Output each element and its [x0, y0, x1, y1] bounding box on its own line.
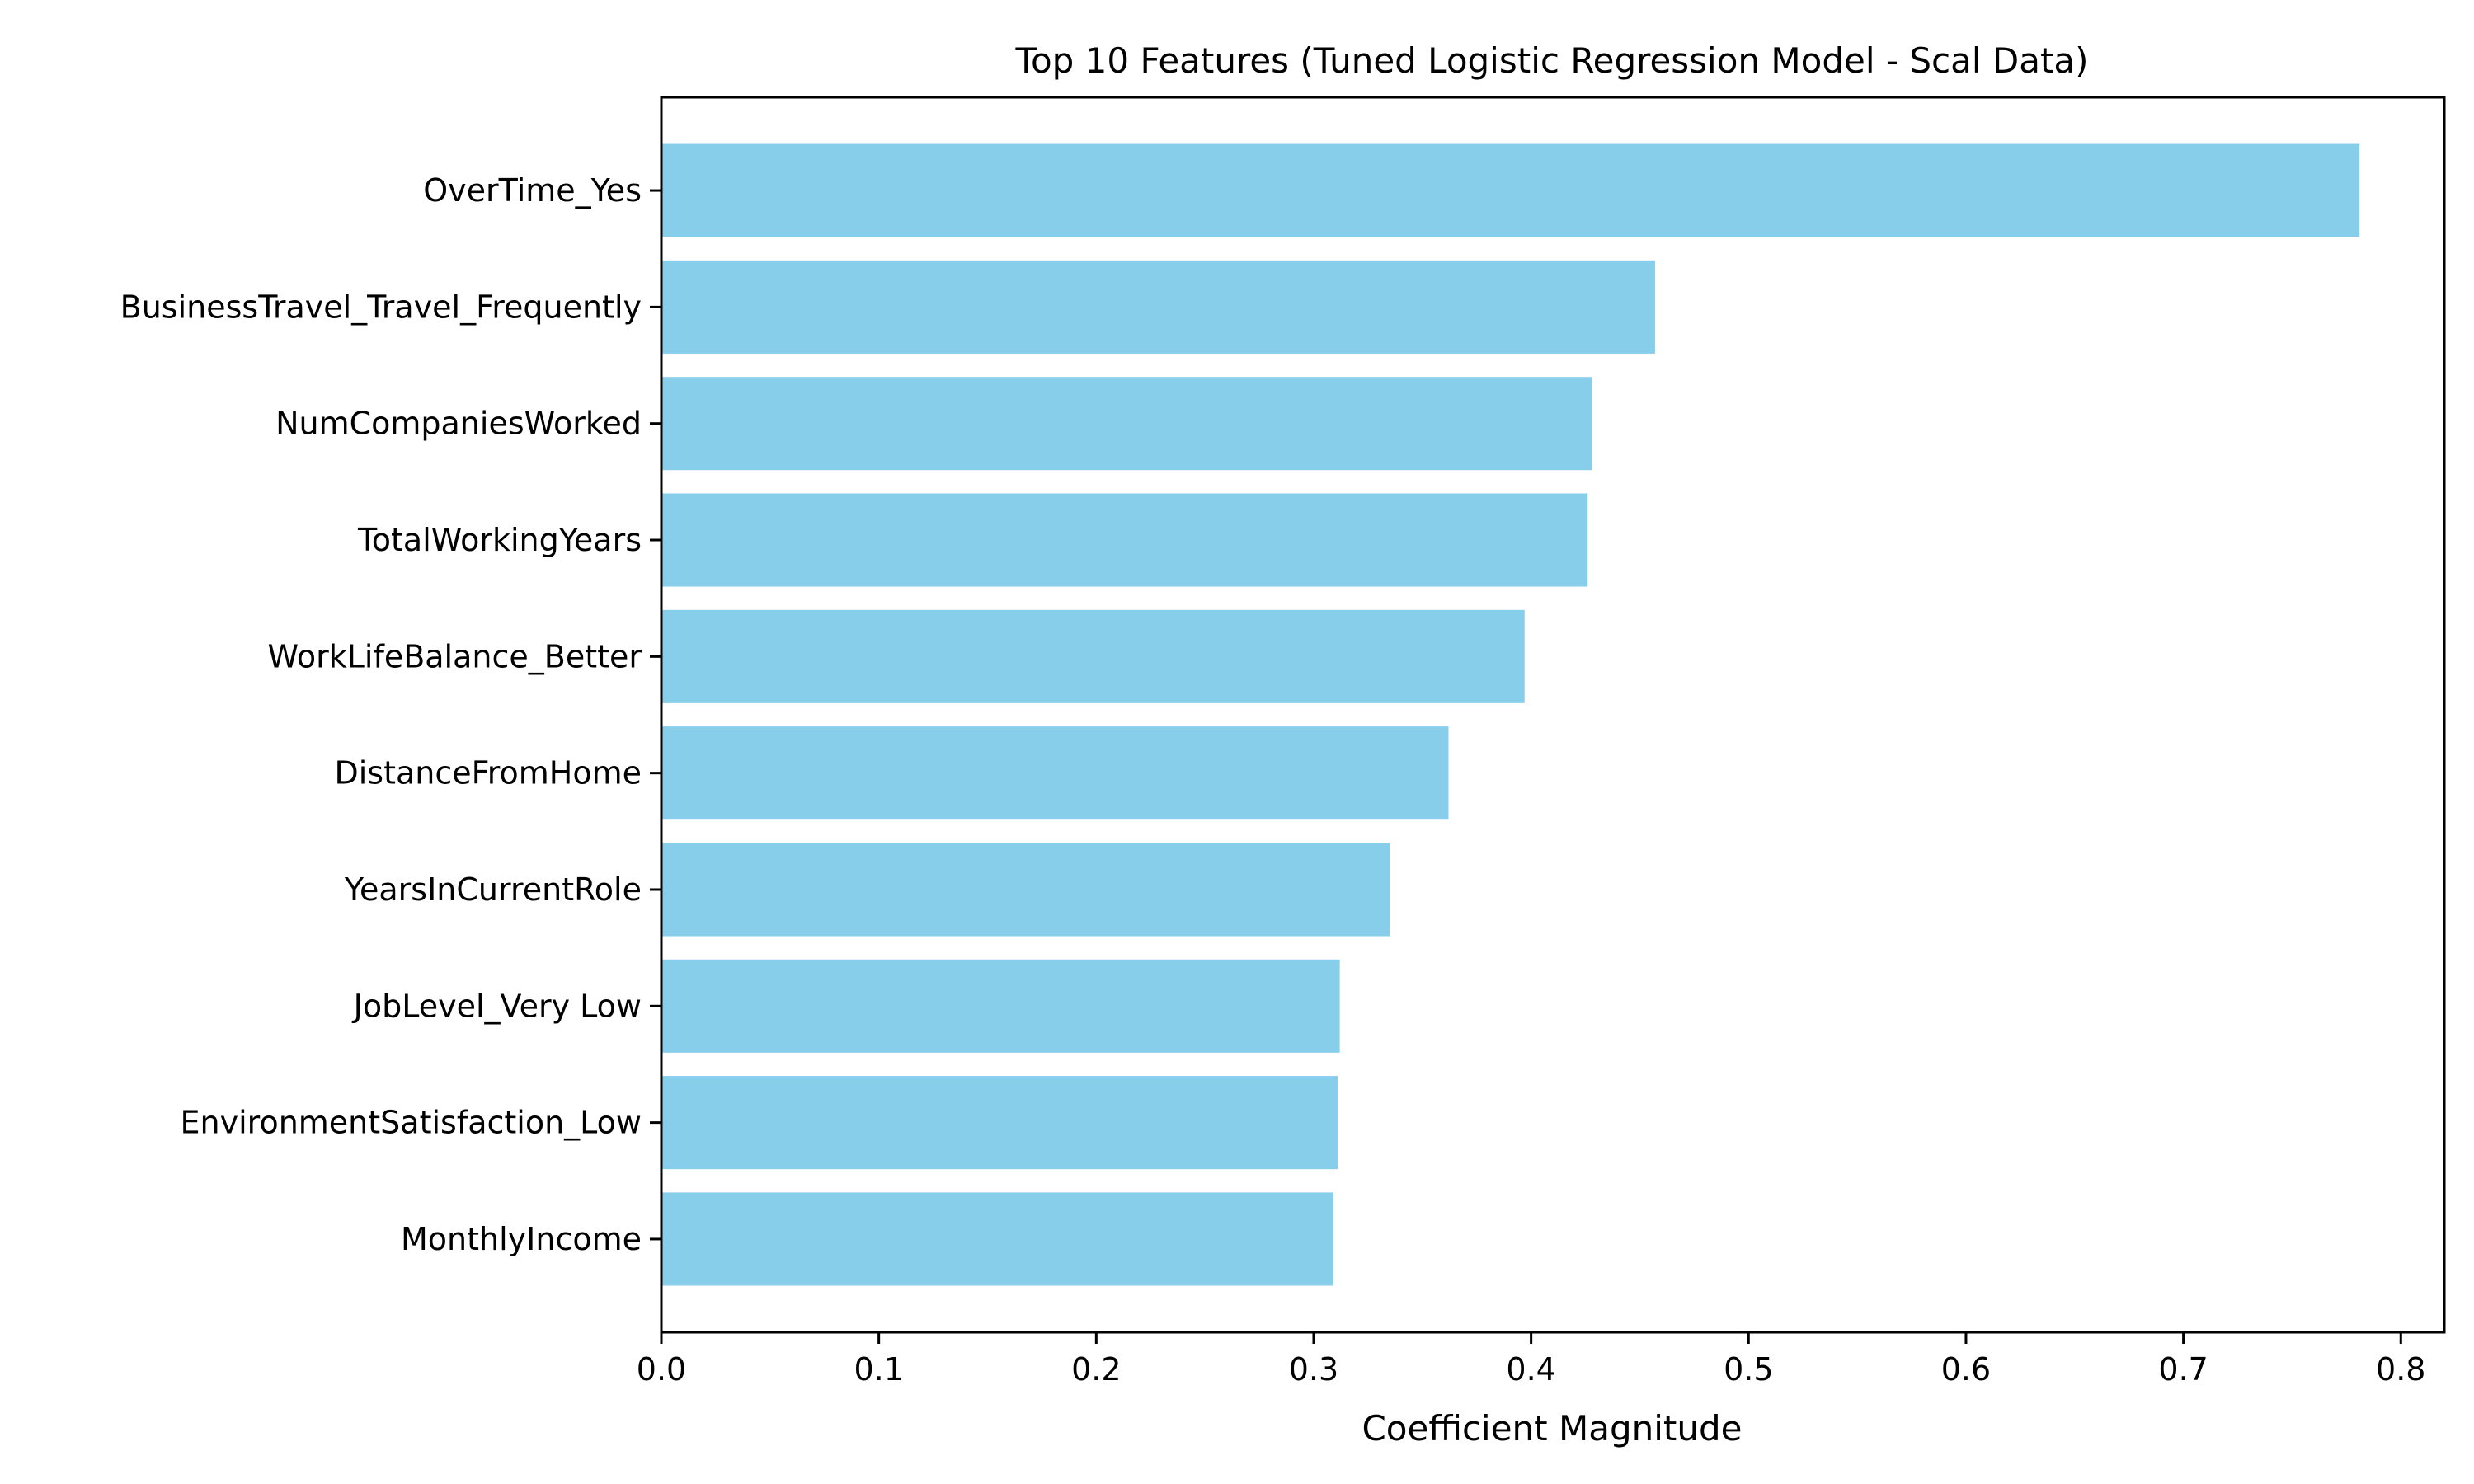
bar-2 — [661, 377, 1592, 471]
bar-3 — [661, 493, 1588, 587]
bar-8 — [661, 1076, 1338, 1170]
bars-group — [661, 143, 2360, 1286]
y-axis: OverTime_Yes BusinessTravel_Travel_Freque… — [120, 172, 661, 1257]
y-tick-label: WorkLifeBalance_Better — [267, 638, 642, 674]
y-tick-label: TotalWorkingYears — [357, 522, 642, 558]
bar-9 — [661, 1192, 1333, 1286]
y-tick-label: JobLevel_Very Low — [352, 988, 642, 1024]
y-tick-label: EnvironmentSatisfaction_Low — [181, 1105, 642, 1141]
x-tick-label: 0.8 — [2376, 1351, 2425, 1388]
chart-title: Top 10 Features (Tuned Logistic Regressi… — [1014, 40, 2088, 81]
y-tick-label: BusinessTravel_Travel_Frequently — [120, 289, 642, 325]
y-tick-label: YearsInCurrentRole — [344, 871, 642, 908]
bar-6 — [661, 843, 1390, 937]
x-tick-label: 0.7 — [2158, 1351, 2208, 1388]
x-tick-label: 0.1 — [854, 1351, 903, 1388]
bar-5 — [661, 726, 1449, 820]
x-tick-label: 0.0 — [637, 1351, 686, 1388]
x-tick-label: 0.3 — [1289, 1351, 1338, 1388]
x-tick-label: 0.2 — [1071, 1351, 1121, 1388]
x-axis-label: Coefficient Magnitude — [1362, 1408, 1742, 1449]
bar-0 — [661, 143, 2360, 237]
x-axis: 0.0 0.1 0.2 0.3 0.4 0.5 0.6 0.7 0.8 — [637, 1332, 2425, 1388]
axes-frame — [660, 96, 2446, 1334]
bar-1 — [661, 260, 1655, 354]
y-tick-label: DistanceFromHome — [334, 755, 642, 791]
x-tick-label: 0.4 — [1506, 1351, 1555, 1388]
y-tick-label: MonthlyIncome — [401, 1221, 642, 1257]
bar-4 — [661, 609, 1525, 703]
y-tick-label: OverTime_Yes — [423, 172, 642, 209]
x-tick-label: 0.6 — [1941, 1351, 1991, 1388]
x-tick-label: 0.5 — [1724, 1351, 1773, 1388]
y-tick-label: NumCompaniesWorked — [275, 406, 642, 442]
bar-7 — [661, 959, 1340, 1053]
